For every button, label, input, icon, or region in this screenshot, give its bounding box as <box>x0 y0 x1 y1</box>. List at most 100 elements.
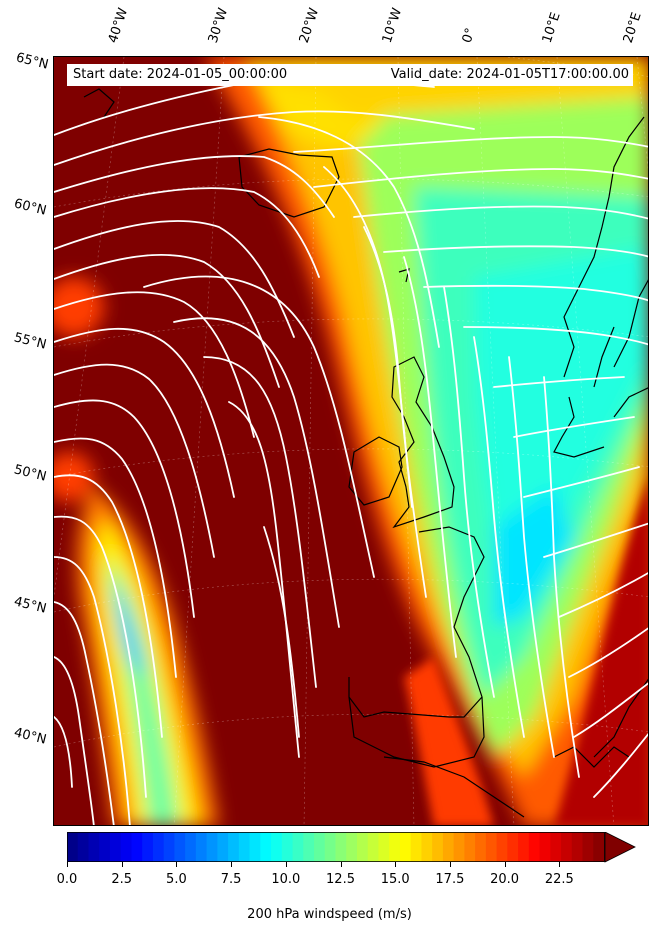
colorbar-tick-9: 22.5 <box>544 872 574 887</box>
colorbar-cell <box>109 832 122 862</box>
streamline <box>54 253 280 388</box>
streamline <box>173 317 340 628</box>
lon-label-0: 0° <box>459 26 479 45</box>
lat-label-50n: 50°N <box>12 462 48 485</box>
colorbar-cell <box>485 832 498 862</box>
colorbar-cell <box>453 832 465 862</box>
wind-map <box>53 56 649 826</box>
colorbar-cell <box>152 832 165 862</box>
colorbar-cell <box>314 832 326 862</box>
streamline <box>293 136 648 153</box>
colorbar-cell <box>550 832 562 862</box>
colorbar-cells <box>67 832 605 862</box>
colorbar-cell <box>539 832 551 862</box>
colorbar-cell <box>238 832 251 862</box>
streamline <box>54 601 115 825</box>
colorbar-cell <box>131 832 143 862</box>
streamline <box>463 326 648 346</box>
streamline <box>383 245 648 258</box>
colorbar-cell <box>475 832 487 862</box>
lat-label-65n: 65°N <box>14 50 50 73</box>
streamline <box>473 336 525 738</box>
streamline <box>363 226 427 598</box>
lon-label-10w: 10°W <box>379 6 406 45</box>
streamline <box>54 437 177 678</box>
lon-label-20e: 20°E <box>620 10 645 46</box>
lon-label-30w: 30°W <box>205 6 232 45</box>
streamline <box>228 401 300 758</box>
colorbar-cell <box>249 832 261 862</box>
colorbar-cell <box>228 832 240 862</box>
lon-label-10e: 10°E <box>539 10 564 46</box>
colorbar-cell <box>77 832 90 862</box>
colorbar-cell <box>292 832 304 862</box>
colorbar-cell <box>442 832 455 862</box>
colorbar-cell <box>421 832 433 862</box>
lon-label-20w: 20°W <box>296 6 323 45</box>
streamline <box>523 466 640 498</box>
colorbar-tick-1: 2.5 <box>111 872 133 887</box>
streamline <box>558 572 648 618</box>
streamline <box>543 376 580 778</box>
colorbar-tick-0: 0.0 <box>56 872 78 887</box>
colorbar-cell <box>142 832 154 862</box>
streamline <box>54 155 335 218</box>
colorbar-cell <box>378 832 390 862</box>
streamline <box>54 515 147 798</box>
colorbar-cell <box>185 832 197 862</box>
streamline <box>313 168 648 188</box>
streamline <box>258 116 440 348</box>
colorbar-cell <box>346 832 358 862</box>
streamline <box>568 627 648 678</box>
colorbar-cell <box>303 832 315 862</box>
colorbar-cell <box>217 832 229 862</box>
streamline <box>573 682 648 738</box>
streamline <box>353 205 648 220</box>
streamline <box>508 356 555 758</box>
colorbar-tick-8: 20.0 <box>490 872 520 887</box>
colorbar-cell <box>389 832 401 862</box>
streamline <box>54 399 195 618</box>
graticule <box>54 57 648 825</box>
windspeed-field <box>54 57 648 825</box>
colorbar-extend-arrow <box>604 832 636 863</box>
colorbar-cell <box>206 832 218 862</box>
colorbar-cell <box>260 832 272 862</box>
colorbar-cell <box>464 832 476 862</box>
colorbar <box>67 832 636 863</box>
colorbar-cell <box>507 832 519 862</box>
streamline <box>403 256 457 658</box>
streamline <box>493 376 625 388</box>
colorbar-tick-2: 5.0 <box>166 872 187 887</box>
colorbar-cell <box>496 832 508 862</box>
start-date-label: Start date: 2024-01-05_00:00:00 <box>73 67 288 82</box>
colorbar-tick-3: 7.5 <box>220 872 242 887</box>
streamline <box>54 656 95 825</box>
colorbar-cell <box>593 832 605 862</box>
colorbar-cell <box>528 832 541 862</box>
colorbar-cell <box>99 832 111 862</box>
streamline <box>143 275 375 578</box>
streamline <box>54 327 235 498</box>
streamline <box>513 416 635 438</box>
colorbar-cell <box>410 832 423 862</box>
colorbar-tick-5: 12.5 <box>326 872 355 887</box>
lon-label-40w: 40°W <box>105 6 132 45</box>
colorbar-cell <box>571 832 584 862</box>
streamline <box>54 363 215 558</box>
streamline <box>263 526 300 738</box>
valid-date-label: Valid_date: 2024-01-05T17:00:00.00 <box>390 67 629 82</box>
colorbar-label: 200 hPa windspeed (m/s) <box>247 907 412 922</box>
colorbar-cell <box>67 832 79 862</box>
colorbar-cell <box>174 832 186 862</box>
streamline <box>54 291 255 438</box>
colorbar-cell <box>324 832 337 862</box>
wind-map-canvas <box>54 57 648 825</box>
streamline <box>54 220 295 338</box>
lat-label-60n: 60°N <box>12 196 48 219</box>
colorbar-cell <box>582 832 594 862</box>
colorbar-outline <box>67 832 605 862</box>
colorbar-cell <box>271 832 283 862</box>
colorbar-tick-4: 10.0 <box>271 872 301 887</box>
colorbar-cell <box>399 832 412 862</box>
